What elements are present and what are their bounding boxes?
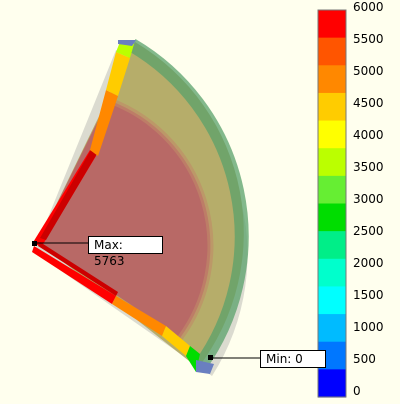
legend-tick-label: 4500 bbox=[353, 96, 384, 110]
legend-band bbox=[318, 286, 346, 315]
upper-edge-orange bbox=[90, 90, 118, 156]
legend-band bbox=[318, 258, 346, 288]
legend-band bbox=[318, 37, 346, 66]
legend-tick-label: 3000 bbox=[353, 192, 384, 206]
legend-band bbox=[318, 65, 346, 94]
upper-edge-cap bbox=[118, 40, 136, 46]
lower-edge-orange bbox=[112, 296, 166, 336]
legend-tick-label: 500 bbox=[353, 352, 376, 366]
min-callout: Min: 0 bbox=[260, 350, 326, 368]
max-marker bbox=[32, 241, 37, 246]
legend-tick-label: 5500 bbox=[353, 32, 384, 46]
legend-band bbox=[318, 10, 346, 39]
legend-band bbox=[318, 314, 346, 343]
legend-tick-label: 6000 bbox=[353, 0, 384, 14]
sector-inner-region bbox=[38, 100, 211, 338]
legend-band bbox=[318, 231, 346, 260]
legend-border bbox=[317, 9, 347, 398]
legend-tick-label: 3500 bbox=[353, 160, 384, 174]
legend-tick-label: 2500 bbox=[353, 224, 384, 238]
max-callout: Max: 5763 bbox=[88, 236, 163, 268]
legend-tick-label: 0 bbox=[353, 384, 361, 398]
legend-tick-label: 4000 bbox=[353, 128, 384, 142]
lower-edge-cap bbox=[196, 360, 214, 374]
legend-band bbox=[318, 148, 346, 177]
legend-band bbox=[318, 92, 346, 122]
legend-tick-label: 5000 bbox=[353, 64, 384, 78]
legend-band bbox=[318, 369, 346, 398]
legend-tick-label: 2000 bbox=[353, 256, 384, 270]
min-marker bbox=[208, 355, 213, 360]
sector-inner-arc bbox=[106, 97, 214, 340]
lower-edge-dark-red bbox=[38, 242, 118, 296]
legend-band bbox=[318, 175, 346, 205]
legend-band bbox=[318, 120, 346, 149]
upper-edge-lime bbox=[116, 42, 134, 58]
sector-arc-edge bbox=[128, 38, 249, 371]
legend-band bbox=[318, 203, 346, 232]
legend-tick-label: 1500 bbox=[353, 288, 384, 302]
legend-tick-label: 1000 bbox=[353, 320, 384, 334]
lower-edge-red bbox=[32, 246, 116, 304]
color-legend-bar bbox=[317, 9, 347, 398]
lower-edge-yellow bbox=[162, 326, 190, 356]
upper-edge-yellow bbox=[106, 52, 130, 96]
upper-edge-dark-red bbox=[40, 148, 98, 240]
